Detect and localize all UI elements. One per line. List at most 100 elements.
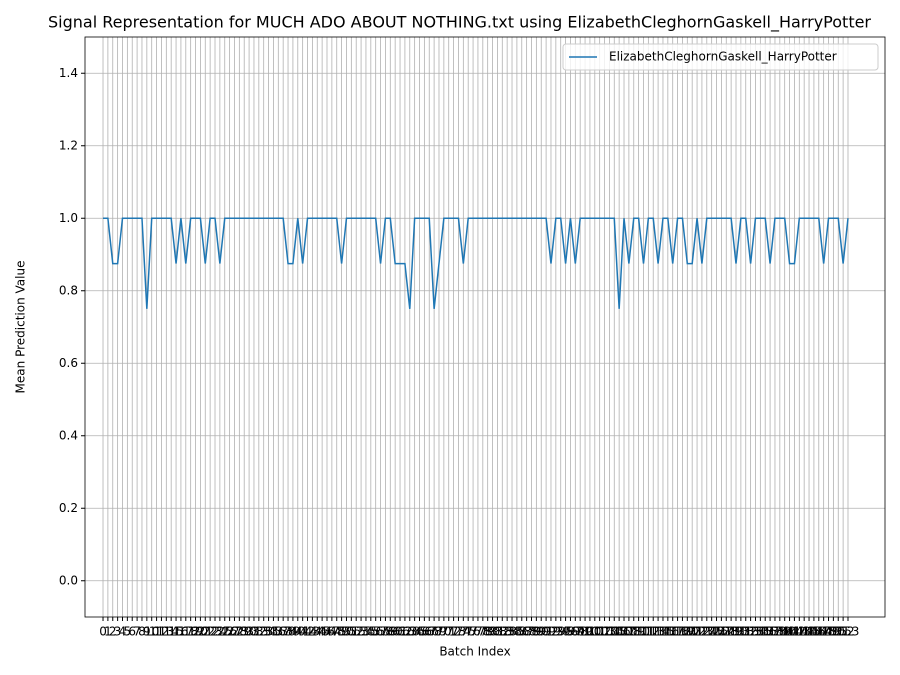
x-tick-label: 27	[227, 625, 242, 639]
x-tick-label: 63	[402, 625, 417, 639]
x-tick-label: 96	[563, 625, 578, 639]
x-tick-label: 59	[383, 625, 398, 639]
x-tick-label: 152	[832, 625, 855, 639]
x-tick-label: 140	[773, 625, 796, 639]
x-tick-label: 18	[183, 625, 198, 639]
x-tick-label: 81	[490, 625, 505, 639]
x-tick-label: 114	[647, 625, 670, 639]
x-tick-label: 16	[173, 625, 188, 639]
x-tick-label: 4	[119, 625, 127, 639]
x-tick-label: 58	[378, 625, 393, 639]
x-tick-label: 101	[583, 625, 606, 639]
y-tick-label: 0.2	[59, 501, 78, 515]
x-tick-label: 142	[783, 625, 806, 639]
x-tick-label: 108	[617, 625, 640, 639]
x-tick-label: 53	[353, 625, 368, 639]
x-tick-label: 85	[509, 625, 524, 639]
x-tick-label: 24	[212, 625, 227, 639]
x-tick-label: 94	[553, 625, 568, 639]
plot-frame	[84, 36, 886, 618]
x-tick-label: 35	[266, 625, 281, 639]
x-tick-label: 60	[388, 625, 403, 639]
x-tick-label: 150	[822, 625, 845, 639]
x-tick-label: 129	[720, 625, 743, 639]
x-tick-label: 89	[529, 625, 544, 639]
x-tick-label: 46	[319, 625, 334, 639]
x-tick-label: 79	[480, 625, 495, 639]
x-tick-label: 48	[329, 625, 344, 639]
x-tick-label: 98	[573, 625, 588, 639]
x-tick-label: 139	[768, 625, 791, 639]
x-tick-label: 52	[349, 625, 364, 639]
x-tick-label: 34	[261, 625, 276, 639]
x-tick-label: 14	[164, 625, 179, 639]
x-tick-label: 112	[637, 625, 660, 639]
x-tick-label: 19	[188, 625, 203, 639]
x-tick-label: 104	[598, 625, 621, 639]
x-tick-label: 143	[788, 625, 811, 639]
x-tick-label: 100	[578, 625, 601, 639]
x-tick-label: 30	[241, 625, 256, 639]
x-tick-label: 99	[577, 625, 592, 639]
x-tick-label: 47	[324, 625, 339, 639]
x-tick-label: 40	[290, 625, 305, 639]
x-tick-label: 86	[514, 625, 529, 639]
x-tick-label: 56	[368, 625, 383, 639]
x-tick-label: 116	[656, 625, 679, 639]
x-tick-label: 147	[807, 625, 830, 639]
x-tick-label: 44	[310, 625, 325, 639]
x-tick-label: 23	[207, 625, 222, 639]
x-tick-label: 55	[363, 625, 378, 639]
x-tick-label: 122	[686, 625, 709, 639]
x-tick-label: 145	[798, 625, 821, 639]
x-tick-label: 15	[168, 625, 183, 639]
x-tick-label: 83	[500, 625, 515, 639]
y-tick-label: 0.8	[59, 283, 78, 297]
x-tick-label: 71	[441, 625, 456, 639]
x-tick-label: 2	[109, 625, 117, 639]
x-tick-label: 77	[470, 625, 485, 639]
x-tick-label: 107	[613, 625, 636, 639]
x-tick-label: 68	[426, 625, 441, 639]
x-tick-label: 25	[217, 625, 232, 639]
x-tick-label: 127	[710, 625, 733, 639]
x-tick-label: 134	[744, 625, 767, 639]
x-tick-label: 111	[632, 625, 655, 639]
x-tick-label: 125	[700, 625, 723, 639]
x-tick-label: 153	[837, 625, 860, 639]
x-tick-label: 135	[749, 625, 772, 639]
x-tick-label: 137	[759, 625, 782, 639]
x-tick-label: 12	[154, 625, 169, 639]
x-tick-label: 69	[431, 625, 446, 639]
x-tick-label: 10	[144, 625, 159, 639]
x-tick-label: 136	[754, 625, 777, 639]
x-tick-label: 120	[676, 625, 699, 639]
x-tick-label: 36	[271, 625, 286, 639]
x-tick-label: 124	[695, 625, 718, 639]
x-tick-label: 118	[666, 625, 689, 639]
x-tick-label: 26	[222, 625, 237, 639]
y-axis-label: Mean Prediction Value	[14, 261, 28, 394]
x-tick-label: 29	[237, 625, 252, 639]
x-tick-label: 61	[392, 625, 407, 639]
x-tick-label: 103	[593, 625, 616, 639]
x-tick-label: 123	[690, 625, 713, 639]
x-tick-label: 90	[534, 625, 549, 639]
x-tick-label: 39	[285, 625, 300, 639]
x-tick-label: 28	[232, 625, 247, 639]
data-line	[103, 217, 849, 309]
x-tick-label: 74	[456, 625, 471, 639]
x-tick-label: 41	[295, 625, 310, 639]
y-tick-label: 0.0	[59, 573, 78, 587]
x-tick-label: 146	[802, 625, 825, 639]
x-tick-label: 43	[305, 625, 320, 639]
x-tick-label: 97	[568, 625, 583, 639]
x-tick-label: 115	[652, 625, 675, 639]
x-tick-label: 132	[734, 625, 757, 639]
x-tick-label: 51	[344, 625, 359, 639]
x-tick-label: 148	[812, 625, 835, 639]
x-tick-label: 105	[603, 625, 626, 639]
x-axis-label: Batch Index	[439, 645, 510, 659]
legend-box	[562, 43, 879, 71]
x-tick-label: 33	[256, 625, 271, 639]
